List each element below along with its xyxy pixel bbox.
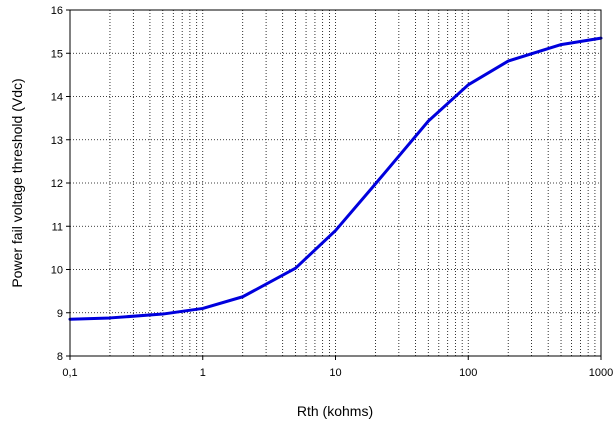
tick-labels: 8 9 10 11 12 13 14 15 16 0,1 1 10 100 1000 bbox=[51, 5, 613, 379]
x-tick-label: 100 bbox=[459, 367, 477, 379]
y-tick-label: 10 bbox=[51, 265, 63, 277]
series-layer bbox=[68, 36, 603, 321]
y-tick-label: 14 bbox=[51, 92, 63, 104]
y-tick-label: 16 bbox=[51, 5, 63, 17]
x-tick-label: 10 bbox=[329, 367, 341, 379]
y-tick-label: 13 bbox=[51, 135, 63, 147]
y-tick-label: 11 bbox=[52, 221, 63, 233]
x-axis-label: Rth (kohms) bbox=[297, 403, 373, 419]
x-tick-label: 1000 bbox=[589, 367, 613, 379]
x-tick-label: 0,1 bbox=[62, 367, 77, 379]
plot-frame bbox=[66, 9, 602, 360]
grid bbox=[70, 10, 601, 356]
y-tick-label: 9 bbox=[57, 308, 63, 320]
y-tick-label: 15 bbox=[51, 48, 63, 60]
y-tick-label: 8 bbox=[57, 351, 63, 363]
y-tick-label: 12 bbox=[51, 178, 63, 190]
series-line bbox=[68, 36, 603, 321]
y-axis-label: Power fail voltage threshold (Vdc) bbox=[9, 78, 25, 287]
x-tick-label: 1 bbox=[200, 367, 206, 379]
